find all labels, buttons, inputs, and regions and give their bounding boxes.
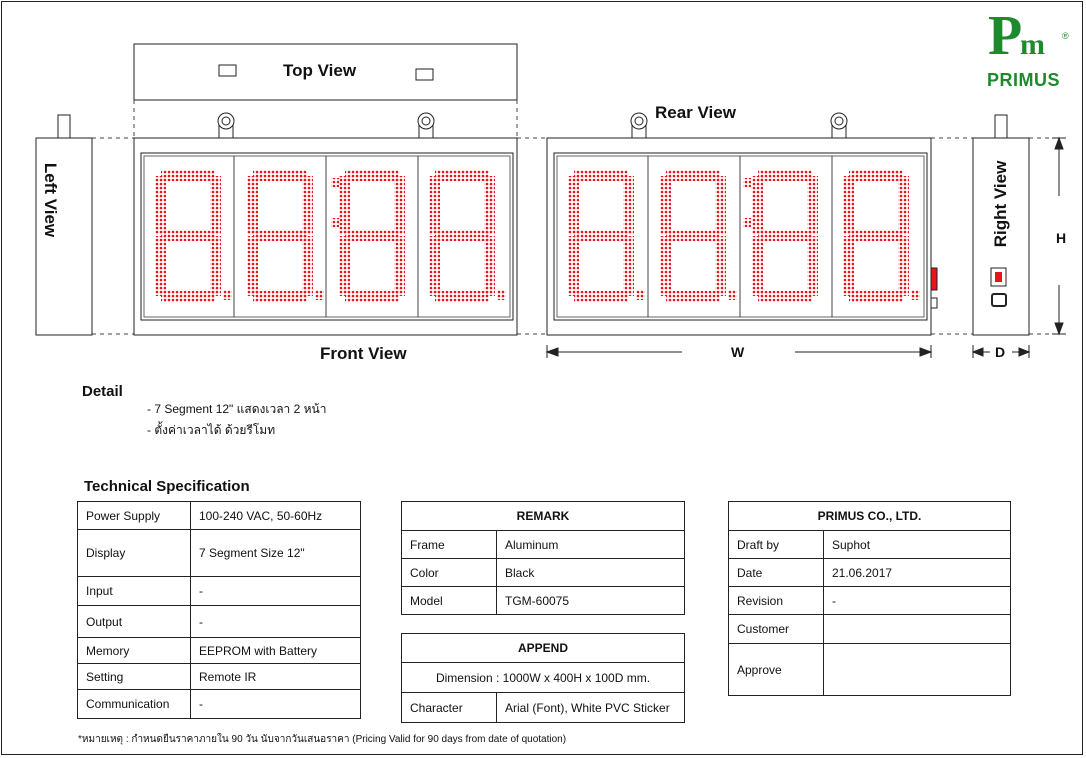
spec-value: - (190, 689, 361, 719)
company-table: PRIMUS CO., LTD. Draft by Suphot Date 21.0… (728, 501, 1011, 696)
rear-view-label: Rear View (655, 103, 736, 122)
company-value: - (823, 586, 1011, 615)
table-row: PRIMUS CO., LTD. (728, 501, 1011, 531)
detail-title: Detail (82, 383, 123, 400)
front-digits (155, 170, 506, 302)
table-row: Display 7 Segment Size 12" (77, 529, 361, 577)
spec-table: Power Supply 100-240 VAC, 50-60Hz Display… (77, 501, 361, 719)
left-view-label: Left View (41, 162, 60, 238)
append-dimension: Dimension : 1000W x 400H x 100D mm. (401, 662, 685, 693)
spec-value: EEPROM with Battery (190, 637, 361, 664)
spec-value: - (190, 576, 361, 606)
append-character-label: Character (401, 692, 497, 723)
table-row: Frame Aluminum (401, 530, 685, 559)
company-title: PRIMUS CO., LTD. (728, 501, 1011, 531)
table-row: REMARK (401, 501, 685, 531)
company-value: Suphot (823, 530, 1011, 559)
depth-label: D (995, 344, 1006, 360)
company-value: 21.06.2017 (823, 558, 1011, 587)
height-label: H (1056, 230, 1067, 246)
remark-title: REMARK (401, 501, 685, 531)
company-label: Draft by (728, 530, 824, 559)
spec-value: 100-240 VAC, 50-60Hz (190, 501, 361, 530)
company-label: Approve (728, 643, 824, 696)
spec-value: - (190, 605, 361, 638)
spec-label: Display (77, 529, 191, 577)
table-row: Power Supply 100-240 VAC, 50-60Hz (77, 501, 361, 530)
table-row: Color Black (401, 558, 685, 587)
company-label: Customer (728, 614, 824, 644)
remark-label: Frame (401, 530, 497, 559)
spec-value: 7 Segment Size 12" (190, 529, 361, 577)
logo-mark-m: m (1020, 28, 1045, 61)
remark-label: Color (401, 558, 497, 587)
remark-table: REMARK Frame Aluminum Color Black Model TGM… (401, 501, 685, 615)
spec-label: Setting (77, 663, 191, 690)
table-row: Setting Remote IR (77, 663, 361, 690)
remark-value: Aluminum (496, 530, 685, 559)
spec-label: Communication (77, 689, 191, 719)
spec-label: Memory (77, 637, 191, 664)
footnote: *หมายเหตุ : กำหนดยืนราคาภายใน 90 วัน นับ… (78, 734, 567, 745)
front-view-label: Front View (320, 344, 407, 363)
table-row: Revision - (728, 586, 1011, 615)
remark-label: Model (401, 586, 497, 615)
table-row: Date 21.06.2017 (728, 558, 1011, 587)
width-label: W (731, 344, 745, 360)
table-row: Input - (77, 576, 361, 606)
table-row: Approve (728, 643, 1011, 696)
table-row: Character Arial (Font), White PVC Sticker (401, 692, 685, 723)
spec-title: Technical Specification (84, 478, 250, 495)
remark-value: TGM-60075 (496, 586, 685, 615)
append-title: APPEND (401, 633, 685, 663)
table-row: Memory EEPROM with Battery (77, 637, 361, 664)
detail-item: - 7 Segment 12" แสดงเวลา 2 หน้า (147, 402, 327, 416)
remark-value: Black (496, 558, 685, 587)
logo-registered: ® (1062, 31, 1069, 41)
spec-label: Output (77, 605, 191, 638)
company-value (823, 614, 1011, 644)
table-row: Customer (728, 614, 1011, 644)
table-row: Communication - (77, 689, 361, 719)
logo-mark-p: P (988, 5, 1023, 67)
detail-item: - ตั้งค่าเวลาได้ ด้วยรีโมท (147, 423, 276, 437)
spec-label: Power Supply (77, 501, 191, 530)
table-row: Draft by Suphot (728, 530, 1011, 559)
logo-text: PRIMUS (987, 70, 1061, 90)
spec-value: Remote IR (190, 663, 361, 690)
table-row: Output - (77, 605, 361, 638)
table-row: APPEND (401, 633, 685, 663)
company-label: Revision (728, 586, 824, 615)
append-character-value: Arial (Font), White PVC Sticker (496, 692, 685, 723)
right-view-label: Right View (991, 160, 1010, 248)
spec-label: Input (77, 576, 191, 606)
table-row: Dimension : 1000W x 400H x 100D mm. (401, 662, 685, 693)
top-view-label: Top View (283, 61, 357, 80)
company-value (823, 643, 1011, 696)
company-label: Date (728, 558, 824, 587)
append-table: APPEND Dimension : 1000W x 400H x 100D m… (401, 633, 685, 723)
rear-digits (568, 170, 920, 302)
table-row: Model TGM-60075 (401, 586, 685, 615)
